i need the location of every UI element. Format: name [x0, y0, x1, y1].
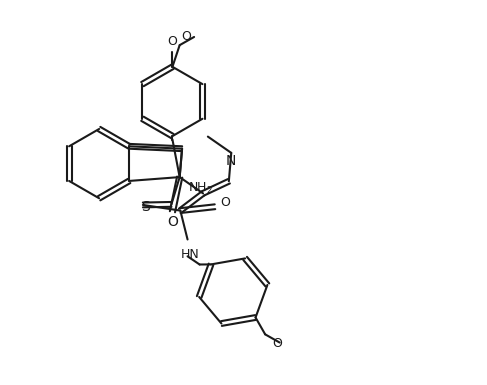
Text: O: O: [181, 30, 191, 44]
Text: O: O: [167, 215, 178, 229]
Text: O: O: [221, 196, 230, 209]
Text: O: O: [272, 338, 282, 350]
Text: NH$_2$: NH$_2$: [188, 181, 213, 196]
Text: HN: HN: [181, 248, 199, 261]
Text: S: S: [141, 200, 150, 214]
Text: N: N: [226, 154, 236, 168]
Text: O: O: [168, 35, 177, 48]
